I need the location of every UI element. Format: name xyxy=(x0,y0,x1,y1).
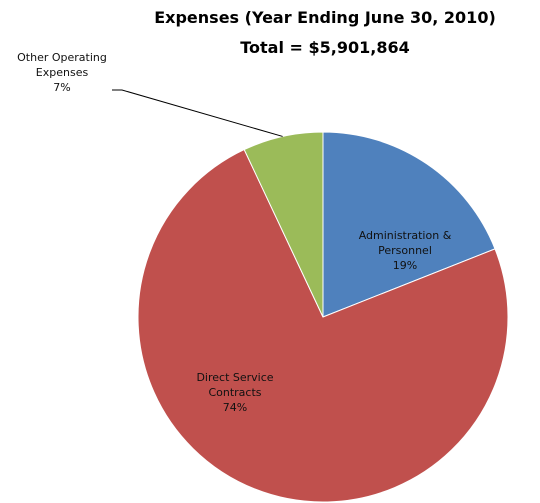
pie-slice xyxy=(137,148,509,503)
data-label: Administration & Personnel 19% xyxy=(340,228,470,273)
pie-slice xyxy=(243,131,324,318)
pie-slice xyxy=(322,131,496,318)
slice-name: Direct Service Contracts xyxy=(196,371,274,399)
slice-value: 7% xyxy=(53,81,71,94)
slice-name: Other Operating Expenses xyxy=(17,51,107,79)
slice-value: 74% xyxy=(222,401,248,414)
chart-subtitle: Total = $5,901,864 xyxy=(240,38,410,57)
slice-name: Administration & Personnel xyxy=(358,229,452,257)
data-label: Other Operating Expenses 7% xyxy=(15,50,110,95)
slice-value: 19% xyxy=(392,259,418,272)
data-label: Direct Service Contracts 74% xyxy=(180,370,290,415)
chart-title: Expenses (Year Ending June 30, 2010) xyxy=(154,8,496,27)
leader-line xyxy=(112,89,283,137)
